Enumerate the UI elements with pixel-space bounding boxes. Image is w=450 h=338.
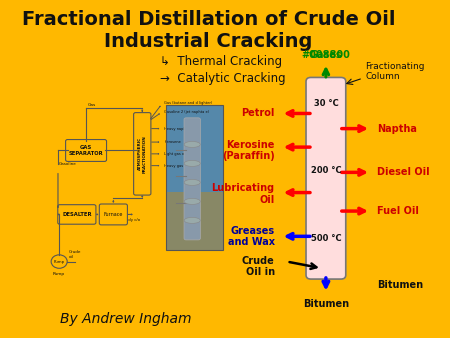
Text: Gas: Gas (88, 103, 96, 107)
Bar (166, 105, 223, 250)
Text: 500 °C: 500 °C (310, 234, 341, 242)
Text: Gas (butane and d lighter): Gas (butane and d lighter) (164, 101, 212, 105)
FancyBboxPatch shape (58, 205, 96, 224)
Text: Naptha: Naptha (377, 124, 417, 134)
FancyBboxPatch shape (134, 113, 151, 195)
Circle shape (51, 255, 67, 268)
Text: Bitumen: Bitumen (303, 298, 349, 309)
Text: Ready c/o: Ready c/o (121, 218, 140, 222)
Ellipse shape (184, 179, 200, 185)
Text: ATMOSPHERIC
FRACTIONATION: ATMOSPHERIC FRACTIONATION (138, 135, 147, 173)
FancyBboxPatch shape (306, 77, 346, 279)
Text: Gases: Gases (310, 50, 342, 60)
Text: Fractionating
Column: Fractionating Column (365, 62, 424, 81)
Text: Pump: Pump (54, 260, 65, 264)
Ellipse shape (184, 161, 200, 166)
Text: Petrol: Petrol (241, 108, 274, 118)
Text: Pump: Pump (53, 272, 65, 276)
FancyBboxPatch shape (99, 204, 127, 225)
Text: 200 °C: 200 °C (310, 166, 341, 175)
Text: Heavy naphtha: Heavy naphtha (164, 127, 192, 130)
Text: Industrial Cracking: Industrial Cracking (104, 31, 313, 51)
Text: Diesel Oil: Diesel Oil (377, 167, 430, 177)
FancyBboxPatch shape (66, 140, 107, 162)
Bar (166, 192, 223, 250)
Text: Greases
and Wax: Greases and Wax (228, 225, 274, 247)
Text: ↳  Thermal Cracking: ↳ Thermal Cracking (160, 55, 283, 68)
Text: Fuel Oil: Fuel Oil (377, 206, 419, 216)
FancyBboxPatch shape (184, 118, 200, 240)
Text: Light gas oil: Light gas oil (164, 152, 186, 156)
Ellipse shape (184, 217, 200, 223)
Text: By Andrew Ingham: By Andrew Ingham (60, 312, 192, 326)
Text: #008800: #008800 (302, 50, 350, 60)
Text: Furnace: Furnace (104, 212, 123, 217)
Text: →  Catalytic Cracking: → Catalytic Cracking (160, 72, 286, 84)
Text: Crude
oil: Crude oil (69, 250, 81, 259)
Text: Lubricating
Oil: Lubricating Oil (212, 184, 274, 205)
Text: Fractional Distillation of Crude Oil: Fractional Distillation of Crude Oil (22, 10, 395, 29)
Text: GAS
SEPARATOR: GAS SEPARATOR (69, 145, 104, 156)
Text: Crude
Oil in: Crude Oil in (242, 256, 274, 277)
Text: Gasoline 2 (jet naphta e): Gasoline 2 (jet naphta e) (164, 110, 209, 114)
Text: DESALTER: DESALTER (62, 212, 92, 217)
Bar (166, 105, 223, 192)
Text: Gasoline: Gasoline (59, 162, 77, 166)
Ellipse shape (184, 142, 200, 147)
Text: Kerosene: Kerosene (164, 140, 181, 144)
Text: Heavy gas oil: Heavy gas oil (164, 164, 189, 168)
Text: 30 °C: 30 °C (314, 99, 338, 108)
Ellipse shape (184, 198, 200, 204)
Text: Bitumen: Bitumen (377, 280, 423, 290)
Text: Kerosine
(Paraffin): Kerosine (Paraffin) (222, 140, 274, 161)
